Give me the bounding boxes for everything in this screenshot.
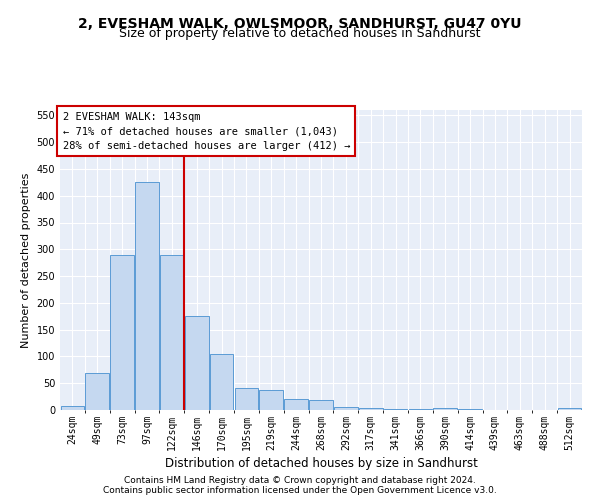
Bar bbox=[334, 407, 358, 410]
Text: Contains HM Land Registry data © Crown copyright and database right 2024.: Contains HM Land Registry data © Crown c… bbox=[124, 476, 476, 485]
Bar bbox=[160, 254, 184, 410]
Bar bbox=[235, 388, 258, 410]
Bar bbox=[135, 182, 159, 410]
Bar bbox=[61, 406, 84, 410]
Bar bbox=[384, 409, 407, 410]
Bar bbox=[259, 390, 283, 410]
Bar bbox=[558, 408, 581, 410]
Bar bbox=[433, 408, 457, 410]
Text: Contains public sector information licensed under the Open Government Licence v3: Contains public sector information licen… bbox=[103, 486, 497, 495]
Bar bbox=[309, 400, 333, 410]
Bar bbox=[85, 372, 109, 410]
X-axis label: Distribution of detached houses by size in Sandhurst: Distribution of detached houses by size … bbox=[164, 457, 478, 470]
Bar bbox=[359, 408, 383, 410]
Bar bbox=[210, 354, 233, 410]
Text: 2, EVESHAM WALK, OWLSMOOR, SANDHURST, GU47 0YU: 2, EVESHAM WALK, OWLSMOOR, SANDHURST, GU… bbox=[78, 18, 522, 32]
Bar bbox=[185, 316, 209, 410]
Y-axis label: Number of detached properties: Number of detached properties bbox=[21, 172, 31, 348]
Text: 2 EVESHAM WALK: 143sqm
← 71% of detached houses are smaller (1,043)
28% of semi-: 2 EVESHAM WALK: 143sqm ← 71% of detached… bbox=[62, 112, 350, 151]
Bar bbox=[284, 400, 308, 410]
Text: Size of property relative to detached houses in Sandhurst: Size of property relative to detached ho… bbox=[119, 28, 481, 40]
Bar bbox=[110, 254, 134, 410]
